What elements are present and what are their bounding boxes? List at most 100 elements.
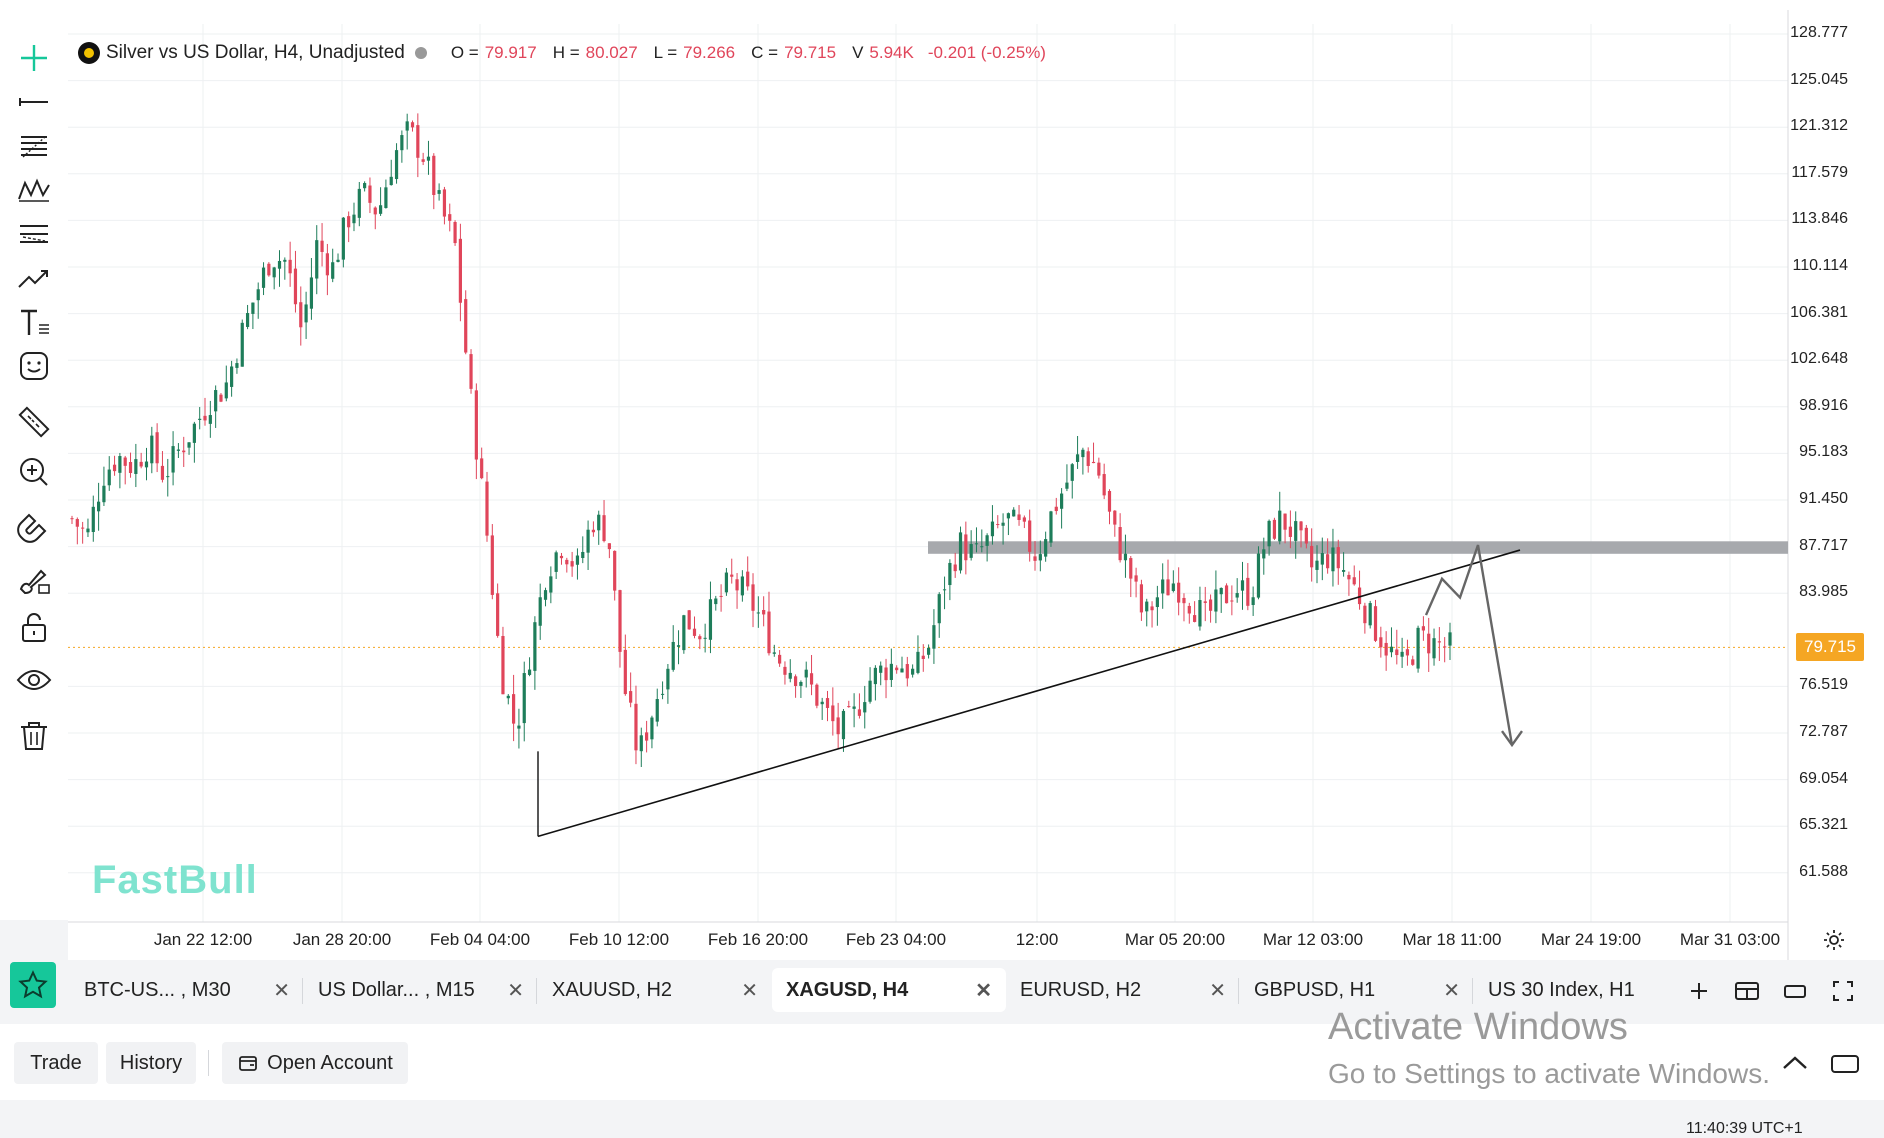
candle-body (958, 532, 963, 571)
open-account-button[interactable]: Open Account (222, 1042, 408, 1084)
candle-body (118, 456, 122, 473)
magnet-icon[interactable] (12, 506, 56, 550)
lock-icon[interactable] (12, 606, 56, 650)
projection-path (1424, 544, 1514, 746)
candle-body (799, 681, 803, 686)
ruler-icon[interactable] (12, 400, 56, 444)
candle-body (1091, 461, 1096, 464)
time-axis-label: Feb 16 20:00 (707, 930, 809, 949)
candle-body (634, 703, 638, 751)
candle-body (219, 394, 223, 402)
favorites-star-button[interactable] (10, 962, 56, 1008)
settings-gear-icon[interactable] (1822, 928, 1846, 952)
candle-body (522, 673, 526, 724)
candle-body (1038, 554, 1042, 561)
brush-lock-icon[interactable] (12, 556, 56, 600)
candle-body (889, 663, 893, 680)
candle-body (1400, 651, 1404, 657)
candle-body (942, 589, 947, 591)
candle-body (735, 579, 739, 591)
candle-body (1411, 659, 1415, 665)
candle-body (783, 666, 787, 675)
tab-us-30-index-h1[interactable]: US 30 Index, H1 (1474, 968, 1708, 1012)
trash-icon[interactable] (12, 714, 56, 758)
trade-button[interactable]: Trade (14, 1042, 98, 1084)
chart-area[interactable] (68, 10, 1884, 960)
candle-body (192, 423, 196, 443)
candle-body (309, 277, 314, 309)
candle-body (1203, 601, 1207, 603)
account-icon (239, 1056, 258, 1071)
top-strip (0, 0, 1884, 10)
candle-body (272, 267, 276, 278)
candle-body (964, 534, 968, 561)
legend-low-value: 79.266 (683, 43, 736, 62)
time-axis-label: Jan 22 12:00 (153, 930, 253, 949)
tab-btc-us-m30[interactable]: BTC-US... , M30 ✕ (70, 968, 304, 1012)
candle-body (692, 628, 697, 636)
emoji-icon[interactable] (12, 344, 56, 388)
candle-body (879, 665, 883, 673)
candle-body (506, 695, 510, 699)
candle-body (299, 302, 303, 328)
tab-close-icon[interactable]: ✕ (975, 980, 992, 1002)
candle-body (831, 705, 835, 722)
candle-body (762, 609, 766, 615)
candle-body (347, 216, 351, 228)
candle-body (1405, 649, 1410, 656)
tab-close-icon[interactable]: ✕ (273, 980, 290, 1002)
zoom-in-icon[interactable] (12, 450, 56, 494)
collapse-up-icon[interactable] (1780, 1050, 1810, 1081)
candle-body (1129, 558, 1133, 579)
price-chart[interactable] (68, 10, 1884, 960)
add-tab-icon[interactable] (1684, 976, 1714, 1006)
layout-icon[interactable] (1732, 976, 1762, 1006)
tab-eurusd-h2[interactable]: EURUSD, H2 ✕ (1006, 968, 1240, 1012)
candle-body (660, 693, 665, 695)
history-button[interactable]: History (106, 1042, 196, 1084)
parallel-lines-icon[interactable] (12, 212, 56, 256)
candle-body (97, 501, 101, 512)
fib-levels-icon[interactable] (12, 124, 56, 168)
tab-separator (1238, 978, 1239, 1004)
trendline (537, 549, 1521, 838)
candle-body (1384, 642, 1388, 656)
candle-body (937, 594, 941, 624)
tab-us-dollar-m15[interactable]: US Dollar... , M15 ✕ (304, 968, 538, 1012)
candle-body (884, 667, 888, 681)
horizontal-line-icon[interactable] (12, 80, 56, 124)
tab-close-icon[interactable]: ✕ (507, 980, 524, 1002)
candle-body (586, 529, 590, 553)
drawing-toolbar (0, 10, 68, 920)
eye-icon[interactable] (12, 658, 56, 702)
price-axis-label: 125.045 (1790, 70, 1848, 88)
tab-close-icon[interactable]: ✕ (1209, 980, 1226, 1002)
legend-volume-value: 5.94K (869, 43, 914, 62)
candle-body (230, 366, 234, 387)
trend-icon[interactable] (12, 256, 56, 300)
tab-xauusd-h2[interactable]: XAUUSD, H2 ✕ (538, 968, 772, 1012)
tab-xagusd-h4[interactable]: XAGUSD, H4 ✕ (772, 968, 1006, 1012)
text-icon[interactable] (12, 300, 56, 344)
candle-body (581, 551, 585, 559)
maximize-panel-icon[interactable] (1830, 1052, 1860, 1081)
tab-close-icon[interactable]: ✕ (1443, 980, 1460, 1002)
price-axis-label: 87.717 (1799, 536, 1848, 554)
candle-body (804, 669, 808, 678)
price-axis-label: 110.114 (1792, 257, 1848, 274)
candle-body (538, 597, 542, 626)
time-axis-label: Feb 23 04:00 (845, 930, 947, 949)
fullscreen-icon[interactable] (1828, 976, 1858, 1006)
candle-body (426, 156, 431, 161)
tab-separator (1472, 978, 1473, 1004)
candle-body (740, 576, 744, 596)
pattern-icon[interactable] (12, 168, 56, 212)
crosshair-icon[interactable] (12, 36, 56, 80)
candle-body (1395, 649, 1399, 656)
candle-body (1086, 451, 1090, 466)
tab-close-icon[interactable]: ✕ (741, 980, 758, 1002)
candle-body (501, 636, 505, 695)
candle-body (767, 611, 771, 654)
window-icon[interactable] (1780, 976, 1810, 1006)
tab-gbpusd-h1[interactable]: GBPUSD, H1 ✕ (1240, 968, 1474, 1012)
